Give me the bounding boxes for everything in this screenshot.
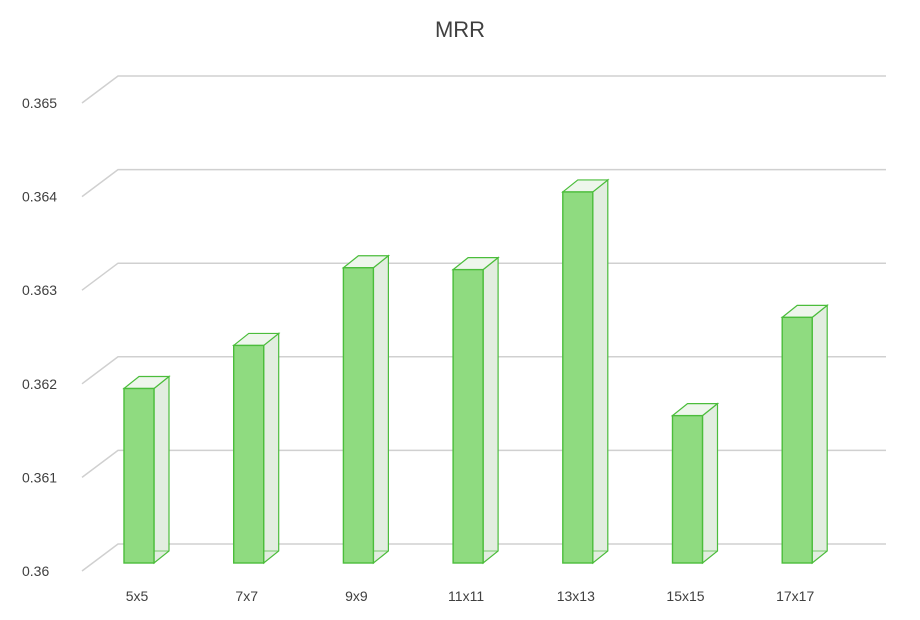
y-tick-label: 0.365 — [22, 95, 57, 111]
x-tick-label: 13x13 — [557, 588, 595, 604]
bar-side — [263, 332, 280, 565]
bar — [670, 402, 720, 565]
bar-front — [671, 414, 704, 564]
x-tick-label: 9x9 — [345, 588, 368, 604]
gridline — [81, 449, 886, 478]
bar-side — [811, 304, 828, 565]
bar-front — [123, 387, 155, 564]
x-tick-label: 5x5 — [126, 588, 149, 604]
bar-side — [482, 256, 499, 565]
y-tick-label: 0.36 — [22, 563, 49, 579]
y-tick-label: 0.363 — [22, 282, 57, 298]
gridline — [81, 262, 886, 291]
y-tick-label: 0.364 — [22, 189, 57, 205]
bars — [122, 178, 829, 565]
y-axis-ticks: 0.36 0.361 0.362 0.363 0.364 0.365 — [22, 95, 57, 579]
x-axis-ticks: 5x5 7x7 9x9 11x11 13x13 15x15 17x17 — [126, 588, 815, 604]
bar-side — [701, 402, 719, 565]
bar-front — [452, 268, 484, 564]
gridline — [81, 356, 886, 385]
bar — [451, 256, 500, 565]
bar-front — [342, 267, 375, 564]
x-tick-label: 17x17 — [776, 588, 814, 604]
bar-side — [372, 254, 389, 565]
bar-front — [562, 191, 594, 564]
y-tick-label: 0.361 — [22, 469, 57, 485]
gridline — [81, 75, 886, 104]
bar-front — [781, 316, 813, 564]
x-tick-label: 11x11 — [448, 588, 484, 604]
chart-title: MRR — [435, 17, 485, 42]
x-tick-label: 7x7 — [235, 588, 258, 604]
gridlines — [81, 75, 886, 572]
bar — [341, 254, 391, 565]
x-tick-label: 15x15 — [666, 588, 704, 604]
bar — [780, 304, 829, 565]
bar — [561, 178, 610, 565]
bar — [231, 332, 281, 565]
bar-side — [592, 178, 609, 565]
bar — [122, 375, 171, 565]
y-tick-label: 0.362 — [22, 376, 57, 392]
gridline — [81, 543, 886, 572]
bar-front — [232, 344, 265, 564]
gridline — [81, 168, 886, 198]
bar-side — [153, 375, 170, 565]
